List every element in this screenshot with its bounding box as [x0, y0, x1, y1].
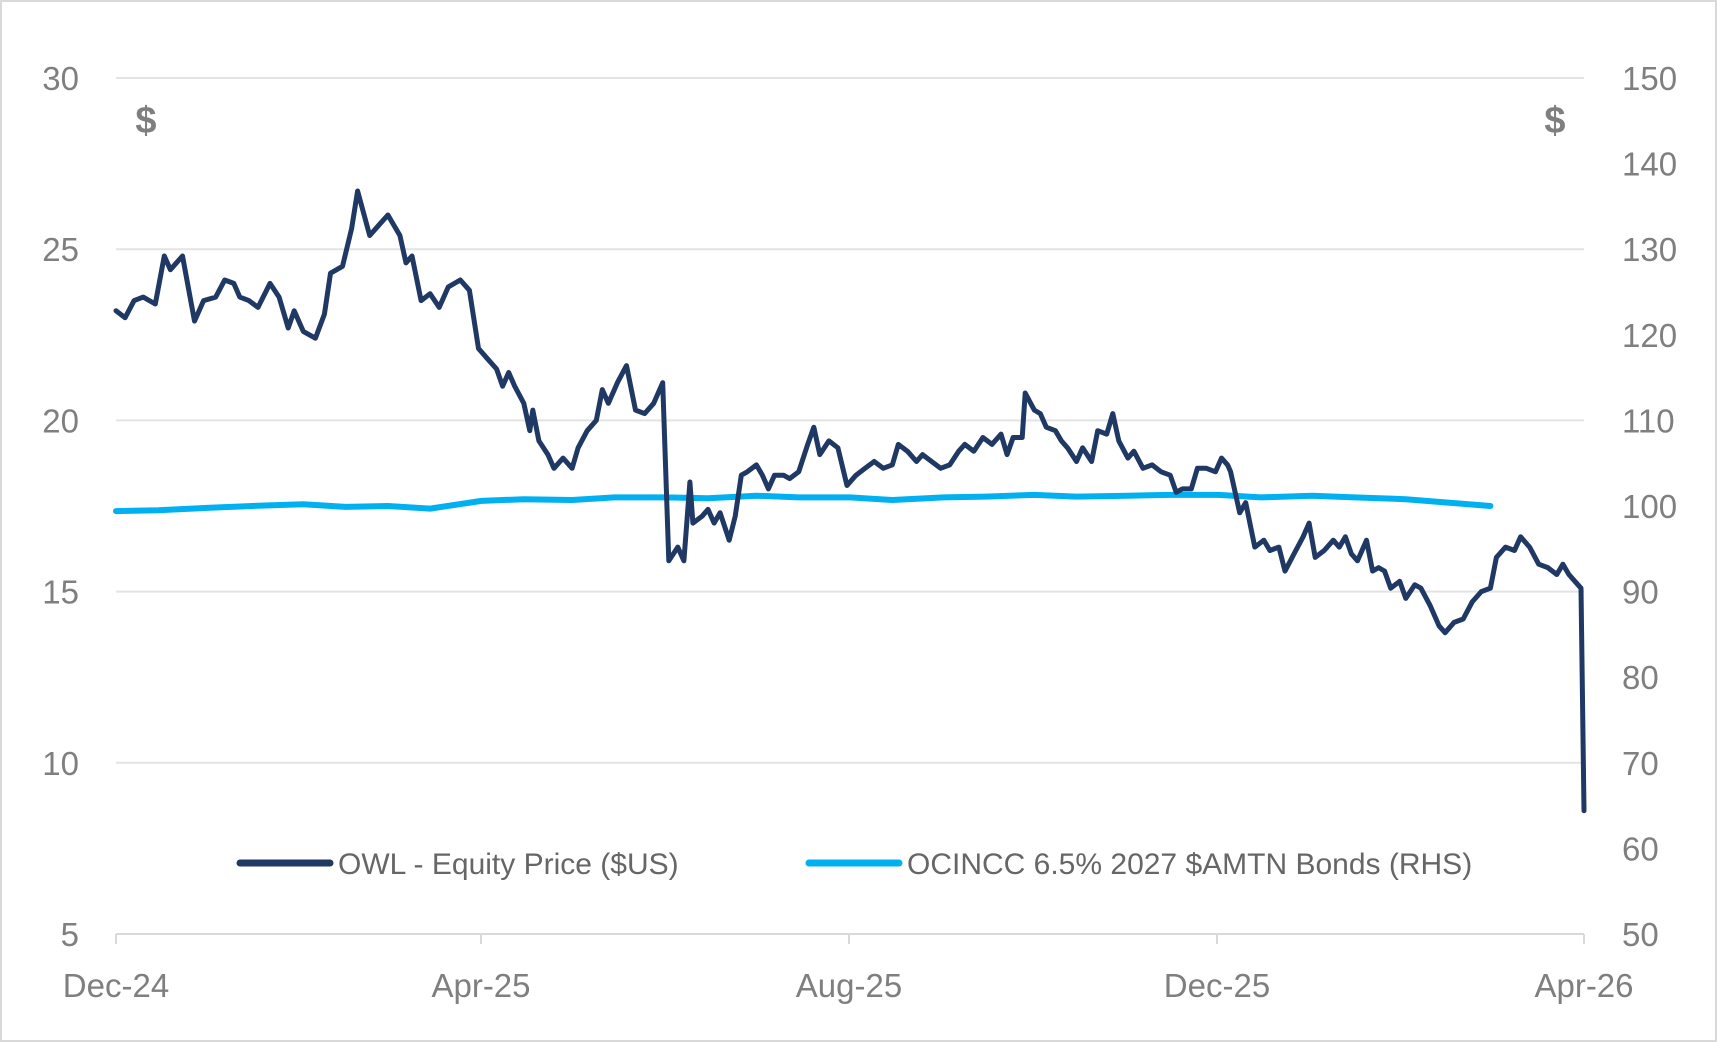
y-right-tick-label: 140	[1622, 146, 1677, 183]
y-left-tick-label: 20	[42, 402, 79, 439]
y-right-tick-label: 130	[1622, 231, 1677, 268]
y-right-tick-label: 60	[1622, 830, 1659, 867]
right-axis-unit: $	[1544, 100, 1565, 142]
y-left-tick-label: 15	[42, 574, 79, 611]
y-right-tick-label: 100	[1622, 488, 1677, 525]
series-line-ocincc-bonds	[113, 491, 1494, 515]
y-right-tick-label: 80	[1622, 659, 1659, 696]
series-line-owl-equity	[113, 188, 1587, 814]
left-axis-ticks: 5 10 15 20 25 30	[42, 60, 79, 953]
x-axis: Dec-24 Apr-25 Aug-25 Dec-25 Apr-26	[63, 933, 1634, 1004]
y-right-tick-label: 150	[1622, 60, 1677, 97]
x-tick-label: Apr-25	[431, 967, 530, 1004]
left-axis-unit: $	[135, 100, 156, 142]
right-axis-ticks: 50 60 70 80 90 100 110 120 130 140 150	[1622, 60, 1677, 953]
y-right-tick-label: 120	[1622, 317, 1677, 354]
y-right-tick-label: 110	[1622, 402, 1675, 439]
x-tick-label: Dec-25	[1164, 967, 1270, 1004]
gridlines	[116, 77, 1584, 764]
x-tick-label: Dec-24	[63, 967, 169, 1004]
legend-label-bonds: OCINCC 6.5% 2027 $AMTN Bonds (RHS)	[907, 848, 1472, 881]
legend-label-equity: OWL - Equity Price ($US)	[338, 848, 679, 881]
y-left-tick-label: 25	[42, 231, 79, 268]
y-left-tick-label: 10	[42, 745, 79, 782]
series-layer	[113, 188, 1587, 814]
y-left-tick-label: 30	[42, 60, 79, 97]
legend: OWL - Equity Price ($US) OCINCC 6.5% 202…	[236, 848, 1472, 881]
y-left-tick-label: 5	[61, 916, 79, 953]
x-tick-label: Aug-25	[796, 967, 902, 1004]
y-right-tick-label: 90	[1622, 574, 1659, 611]
x-tick-label: Apr-26	[1534, 967, 1633, 1004]
y-right-tick-label: 50	[1622, 916, 1659, 953]
y-right-tick-label: 70	[1622, 745, 1659, 782]
